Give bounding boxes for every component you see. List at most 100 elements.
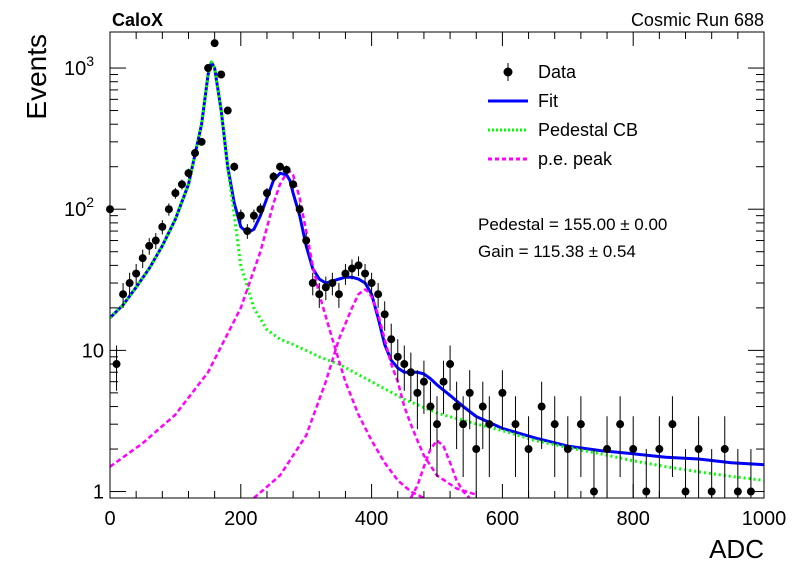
data-point (119, 290, 128, 299)
data-point (171, 189, 180, 198)
data-point (151, 236, 160, 245)
data-point (302, 236, 311, 245)
series-p-e-peak-2 (253, 288, 477, 498)
data-point (230, 162, 239, 171)
data-point (132, 269, 141, 278)
data-point (439, 377, 448, 386)
data-point (616, 420, 625, 429)
data-point (629, 445, 638, 454)
data-point (452, 402, 461, 411)
data-point (145, 241, 154, 250)
x-tick-label: 1000 (742, 508, 787, 530)
annotation-pedestal: Pedestal = 155.00 ± 0.00 (478, 215, 667, 234)
data-point (295, 205, 304, 214)
data-point (204, 64, 213, 73)
data-point (347, 264, 356, 273)
data-point (603, 445, 612, 454)
data-point (354, 261, 363, 270)
data-point (550, 420, 559, 429)
data-point (164, 205, 173, 214)
data-point (433, 420, 441, 429)
data-point (694, 445, 703, 454)
y-tick-label: 10 (82, 340, 104, 362)
data-point (158, 222, 167, 231)
data-point (498, 388, 507, 397)
data-point (459, 420, 468, 429)
data-point (367, 279, 376, 288)
data-point (210, 39, 219, 48)
x-tick-label: 800 (617, 508, 650, 530)
x-axis-label: ADC (709, 534, 764, 564)
data-point (341, 269, 350, 278)
data-point (393, 352, 402, 361)
x-tick-label: 600 (486, 508, 519, 530)
data-point (361, 269, 370, 278)
data-point (374, 290, 383, 299)
data-point (419, 377, 428, 386)
y-tick-label: 1 (93, 482, 104, 504)
y-axis-label: Events (21, 34, 52, 120)
title-left: CaloX (112, 10, 163, 30)
data-point (576, 420, 585, 429)
legend-label-data: Data (538, 62, 577, 82)
data-point (406, 368, 415, 377)
data-point (177, 180, 186, 189)
data-point (282, 165, 291, 174)
data-point (472, 445, 481, 454)
series-p-e-peak-1 (110, 170, 429, 498)
data-point (191, 149, 200, 158)
x-tick-label: 200 (224, 508, 257, 530)
data-point (328, 279, 337, 288)
data-point (478, 402, 487, 411)
data-point (426, 402, 435, 411)
data-point (485, 420, 494, 429)
data-point (217, 70, 226, 79)
x-tick-label: 400 (355, 508, 388, 530)
x-axis: 0 200 400 600 800 1000 (104, 32, 786, 530)
annotation-gain: Gain = 115.38 ± 0.54 (478, 242, 636, 261)
data-point (642, 487, 651, 496)
data-point (465, 388, 474, 397)
data-point (720, 445, 729, 454)
legend-marker-data (503, 67, 513, 77)
data-point (223, 106, 232, 115)
data-point (262, 189, 271, 198)
data-point (668, 420, 677, 429)
data-point (511, 420, 520, 429)
data-point (334, 290, 343, 299)
data-point (236, 211, 245, 220)
legend-label-pedestal-cb: Pedestal CB (538, 120, 638, 140)
x-tick-label: 0 (104, 508, 115, 530)
data-point (387, 335, 396, 344)
data-point (184, 169, 193, 178)
data-point (243, 227, 252, 236)
data-point (315, 290, 324, 299)
legend-label-fit: Fit (538, 91, 558, 111)
data-point (197, 137, 206, 146)
data-points-layer (106, 39, 755, 498)
data-point (289, 180, 298, 189)
data-point (413, 388, 422, 397)
series-p-e-peak-3 (409, 439, 471, 498)
data-point (589, 487, 598, 496)
data-point (446, 360, 455, 369)
data-point (249, 211, 258, 220)
data-point (269, 172, 278, 181)
data-point (256, 205, 265, 214)
data-point (524, 445, 533, 454)
legend-label-p-e-peak: p.e. peak (538, 149, 613, 169)
data-point (308, 279, 317, 288)
data-point (321, 283, 330, 292)
data-point (655, 445, 664, 454)
data-point (537, 402, 546, 411)
data-point (125, 279, 134, 288)
data-point (380, 310, 389, 319)
data-point (138, 254, 147, 263)
title-right: Cosmic Run 688 (631, 10, 764, 30)
y-tick-exponent: 2 (86, 194, 94, 210)
legend: Data Fit Pedestal CB p.e. peak (488, 62, 638, 169)
data-point (400, 360, 409, 369)
